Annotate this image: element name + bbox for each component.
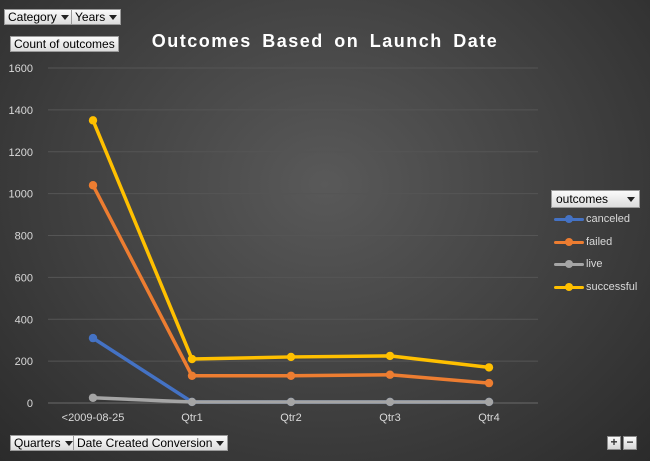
- data-point-live[interactable]: [484, 397, 494, 407]
- y-tick-label: 1600: [9, 63, 33, 75]
- data-point-canceled[interactable]: [88, 333, 98, 343]
- legend-field-button[interactable]: outcomes: [551, 190, 640, 208]
- x-tick-label: Qtr3: [379, 412, 400, 424]
- legend-swatch: [554, 212, 584, 226]
- category-filter-label: Category: [8, 10, 57, 24]
- data-point-successful[interactable]: [187, 354, 197, 364]
- series-line-canceled: [91, 336, 491, 404]
- y-tick-label: 1200: [9, 147, 33, 159]
- series-successful: [88, 116, 494, 372]
- category-filter-button[interactable]: Category: [4, 9, 73, 25]
- chevron-down-icon: [216, 440, 225, 446]
- legend-label: live: [586, 258, 603, 270]
- data-point-failed[interactable]: [187, 371, 197, 380]
- grid-lines: [48, 67, 538, 404]
- legend-item-canceled[interactable]: canceled: [554, 212, 630, 226]
- y-tick-label: 0: [27, 398, 33, 410]
- series-live: [88, 393, 494, 407]
- legend-label: successful: [586, 280, 638, 293]
- y-tick-label: 1000: [9, 189, 33, 201]
- y-tick-label: 800: [15, 231, 33, 243]
- collapse-field-button[interactable]: −: [623, 436, 637, 450]
- x-tick-label: Qtr4: [478, 412, 499, 424]
- legend-item-live[interactable]: live: [554, 257, 603, 271]
- data-point-successful[interactable]: [286, 352, 296, 362]
- data-point-live[interactable]: [286, 397, 296, 407]
- legend-item-failed[interactable]: failed: [554, 235, 612, 249]
- series-failed: [88, 181, 494, 388]
- x-tick-label: <2009-08-25: [62, 412, 125, 424]
- chevron-down-icon: [627, 196, 635, 202]
- data-point-successful[interactable]: [88, 116, 98, 125]
- legend-label: canceled: [586, 213, 631, 225]
- x-tick-label: Qtr1: [181, 412, 202, 424]
- quarters-axis-button[interactable]: Quarters: [10, 435, 77, 451]
- chevron-down-icon: [109, 14, 118, 20]
- data-point-live[interactable]: [385, 397, 395, 407]
- legend-swatch: [554, 257, 584, 271]
- series-lines: [88, 116, 494, 407]
- legend-label: failed: [586, 235, 613, 248]
- data-point-live[interactable]: [88, 393, 98, 402]
- data-point-live[interactable]: [187, 397, 197, 407]
- expand-field-button[interactable]: +: [607, 436, 621, 450]
- y-axis-tick-labels: 0 200 400 600 800 1000 1200 1400 1600: [9, 63, 33, 410]
- legend-swatch: [554, 235, 584, 249]
- data-point-successful[interactable]: [484, 363, 494, 372]
- legend-item-successful[interactable]: successful: [554, 280, 637, 294]
- y-tick-label: 400: [15, 314, 33, 326]
- data-point-successful[interactable]: [385, 351, 395, 361]
- quarters-axis-label: Quarters: [14, 436, 61, 450]
- data-point-failed[interactable]: [286, 371, 296, 380]
- legend-swatch: [554, 280, 584, 294]
- years-filter-button[interactable]: Years: [71, 9, 122, 25]
- x-axis-tick-labels: <2009-08-25 Qtr1 Qtr2 Qtr3 Qtr4: [62, 412, 500, 424]
- data-point-failed[interactable]: [484, 378, 494, 388]
- value-field-button[interactable]: Count of outcomes: [10, 36, 119, 52]
- y-tick-label: 200: [15, 356, 33, 368]
- series-canceled: [88, 333, 494, 407]
- value-field-label: Count of outcomes: [14, 37, 115, 51]
- chevron-down-icon: [60, 14, 69, 20]
- x-tick-label: Qtr2: [280, 412, 301, 424]
- chevron-down-icon: [64, 440, 73, 446]
- y-tick-label: 1400: [9, 105, 33, 117]
- date-created-axis-label: Date Created Conversion: [77, 436, 213, 450]
- data-point-failed[interactable]: [385, 370, 395, 379]
- years-filter-label: Years: [75, 10, 106, 24]
- data-point-failed[interactable]: [88, 181, 98, 190]
- series-line-successful: [91, 118, 491, 370]
- legend-field-label: outcomes: [556, 192, 609, 206]
- y-tick-label: 600: [15, 272, 33, 284]
- date-created-axis-button[interactable]: Date Created Conversion: [73, 435, 229, 451]
- chart-title: Outcomes Based on Launch Date: [151, 31, 499, 51]
